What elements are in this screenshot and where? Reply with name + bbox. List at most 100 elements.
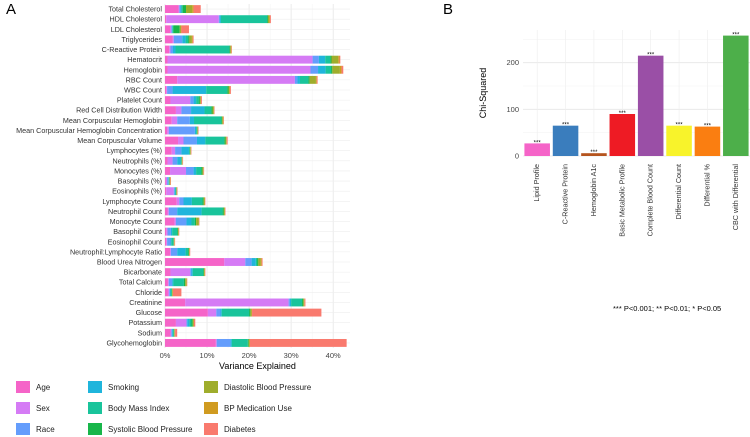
bar-segment-mean-corpuscular-volume-sex xyxy=(178,136,184,145)
bar-segment-eosinophil-count-body-mass-index xyxy=(171,237,174,246)
bar-segment-glucose-systolic-blood-pressure xyxy=(249,308,251,317)
bar-segment-hemoglobin-race xyxy=(310,65,319,74)
legend-swatch-systolic-blood-pressure xyxy=(88,423,102,435)
bar-segment-mean-corpuscular-hemoglobin-concentration-body-mass-index xyxy=(196,126,197,135)
bar-differential xyxy=(694,126,721,156)
legend-label-smoking: Smoking xyxy=(108,383,139,392)
legend-swatch-diabetes xyxy=(204,423,218,435)
bar-segment-rbc-count-diastolic-blood-pressure xyxy=(309,75,316,84)
panel-a-legend: Age Sex Race Smoking Body Mass Index Systolic… xyxy=(16,381,312,435)
bar-segment-neutrophil-count-age xyxy=(165,207,168,216)
bar-segment-chloride-race xyxy=(169,288,171,297)
bar-segment-total-cholesterol-systolic-blood-pressure xyxy=(182,5,187,14)
panel-b-y-tick-0: 0 xyxy=(515,152,519,161)
bar-segment-rbc-count-diabetes xyxy=(316,75,318,84)
bar-segment-sodium-age xyxy=(165,328,171,337)
category-label-basophils: Basophils (%) xyxy=(118,177,162,186)
bar-segment-bicarbonate-sex xyxy=(170,268,191,277)
bar-segment-mean-corpuscular-hemoglobin-concentration-sex xyxy=(167,126,169,135)
panel-b-category-label-hemoglobin-a1c: Hemoglobin A1c xyxy=(589,164,598,217)
bar-segment-blood-urea-nitrogen-systolic-blood-pressure xyxy=(257,258,259,266)
bar-segment-creatinine-sex xyxy=(185,298,289,307)
category-label-potassium: Potassium xyxy=(128,318,162,327)
bar-segment-chloride-sex xyxy=(167,288,170,297)
bar-segment-neutrophil-count-diastolic-blood-pressure xyxy=(223,207,225,216)
category-label-monocytes: Monocytes (%) xyxy=(114,166,162,175)
bar-segment-neutrophil-count-sex xyxy=(167,207,169,216)
bar-segment-monocyte-count-sex xyxy=(174,217,176,226)
category-label-blood-urea-nitrogen: Blood Urea Nitrogen xyxy=(97,258,162,267)
bar-segment-platelet-count-sex xyxy=(170,96,191,105)
category-label-ldl-cholesterol: LDL Cholesterol xyxy=(111,25,163,34)
bar-segment-mean-corpuscular-volume-systolic-blood-pressure xyxy=(224,136,226,145)
bar-segment-hdl-cholesterol-systolic-blood-pressure xyxy=(267,15,269,24)
bar-segment-potassium-diastolic-blood-pressure xyxy=(192,318,194,327)
category-label-eosinophil-count: Eosinophil Count xyxy=(108,237,162,246)
bar-segment-rbc-count-sex xyxy=(177,75,295,84)
bar-segment-creatinine-diastolic-blood-pressure xyxy=(303,298,305,307)
bar-segment-hemoglobin-body-mass-index xyxy=(325,65,332,74)
bar-segment-total-calcium-systolic-blood-pressure xyxy=(183,278,186,287)
bar-segment-red-cell-distribution-width-diastolic-blood-pressure xyxy=(212,106,214,115)
panel-b-category-label-differential-count: Differential Count xyxy=(674,164,683,219)
legend-label-race: Race xyxy=(36,425,55,434)
bar-segment-mean-corpuscular-volume-age xyxy=(165,136,179,145)
category-label-hematocrit: Hematocrit xyxy=(127,55,162,64)
bar-segment-ldl-cholesterol-systolic-blood-pressure xyxy=(173,25,180,34)
bar-segment-potassium-diabetes xyxy=(194,318,196,327)
legend-label-bp-medication-use: BP Medication Use xyxy=(224,404,292,413)
panel-b-y-tick-100: 100 xyxy=(506,105,519,114)
significance-note: *** P<0.001; ** P<0.01; * P<0.05 xyxy=(613,304,721,313)
bar-segment-hemoglobin-diastolic-blood-pressure xyxy=(332,65,340,74)
bar-segment-blood-urea-nitrogen-race xyxy=(245,258,252,266)
bar-segment-platelet-count-age xyxy=(165,96,171,105)
bar-segment-hematocrit-diastolic-blood-pressure xyxy=(331,55,339,64)
bar-segment-hematocrit-diabetes xyxy=(339,55,341,64)
bar-segment-lymphocyte-count-race xyxy=(179,197,184,206)
bar-segment-hematocrit-body-mass-index xyxy=(325,55,331,64)
bar-segment-lymphocyte-count-systolic-blood-pressure xyxy=(202,197,204,206)
bar-segment-creatinine-body-mass-index xyxy=(291,298,303,307)
bar-segment-basophils-race xyxy=(167,177,169,186)
bar-segment-glycohemoglobin-race xyxy=(216,338,231,347)
bar-segment-hdl-cholesterol-age xyxy=(165,15,167,24)
bar-segment-triglycerides-systolic-blood-pressure xyxy=(188,35,190,44)
bar-segment-monocyte-count-diastolic-blood-pressure xyxy=(196,217,199,226)
bar-segment-bicarbonate-age xyxy=(165,268,171,277)
bar-segment-eosinophil-count-age xyxy=(165,237,167,246)
legend-label-age: Age xyxy=(36,383,51,392)
bar-segment-monocyte-count-systolic-blood-pressure xyxy=(194,217,197,226)
bar-segment-blood-urea-nitrogen-diastolic-blood-pressure xyxy=(258,258,261,266)
bar-segment-red-cell-distribution-width-race xyxy=(181,106,192,115)
bar-segment-rbc-count-race xyxy=(294,75,298,84)
bar-segment-blood-urea-nitrogen-body-mass-index xyxy=(255,258,258,266)
bar-segment-glycohemoglobin-systolic-blood-pressure xyxy=(247,338,249,347)
category-label-mean-corpuscular-hemoglobin: Mean Corpuscular Hemoglobin xyxy=(63,116,162,125)
category-label-wbc-count: WBC Count xyxy=(124,86,162,95)
bar-segment-lymphocyte-count-sex xyxy=(176,197,180,206)
bar-segment-total-calcium-age xyxy=(165,278,168,287)
bar-segment-mean-corpuscular-hemoglobin-smoking xyxy=(189,116,195,125)
category-label-basophil-count: Basophil Count xyxy=(113,227,162,236)
bar-segment-c-reactive-protein-smoking xyxy=(172,45,176,54)
bar-segment-glucose-age xyxy=(165,308,208,317)
bar-segment-eosinophils-smoking xyxy=(174,187,176,196)
bar-segment-creatinine-systolic-blood-pressure xyxy=(302,298,304,307)
bar-segment-bicarbonate-body-mass-index xyxy=(192,268,204,277)
significance-differential: *** xyxy=(704,124,712,130)
bar-segment-neutrophils-body-mass-index xyxy=(180,156,182,165)
bar-segment-neutrophils-smoking xyxy=(177,156,181,165)
panel-b-category-label-basic-metabolic-profile: Basic Metabolic Profile xyxy=(617,164,626,237)
bar-segment-rbc-count-smoking xyxy=(297,75,300,84)
bar-segment-sodium-diabetes xyxy=(175,328,178,337)
bar-segment-eosinophil-count-sex xyxy=(166,237,168,246)
bar-segment-hdl-cholesterol-race xyxy=(218,15,220,24)
bar-segment-mean-corpuscular-volume-smoking xyxy=(196,136,206,145)
bar-segment-ldl-cholesterol-diastolic-blood-pressure xyxy=(179,25,181,34)
bar-segment-mean-corpuscular-hemoglobin-concentration-age xyxy=(165,126,168,135)
bar-segment-total-calcium-smoking xyxy=(172,278,174,287)
bar-segment-hdl-cholesterol-smoking xyxy=(219,15,221,24)
category-label-neutrophil-count: Neutrophil Count xyxy=(108,207,162,216)
bar-segment-neutrophil-lymphocyte-ratio-race xyxy=(170,247,178,256)
bar-segment-hemoglobin-diabetes xyxy=(341,65,344,74)
